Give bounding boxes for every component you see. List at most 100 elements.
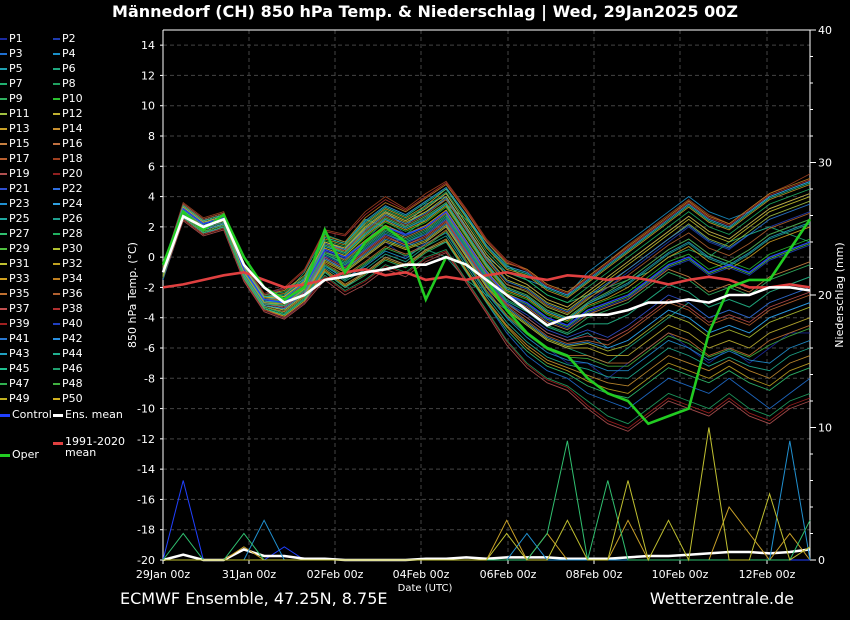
legend-swatch: [53, 248, 60, 250]
y-tick-label: -20: [137, 554, 155, 567]
y-tick-label: -12: [137, 433, 155, 446]
member-lines: [162, 173, 811, 432]
legend-item: P12: [53, 107, 83, 121]
y-axis-label: 850 hPa Temp. (°C): [126, 242, 139, 348]
legend-item: P20: [53, 167, 83, 181]
y-tick-label: 4: [148, 191, 155, 204]
legend-label: 1991-2020 mean: [65, 435, 125, 459]
legend-swatch: [53, 203, 60, 205]
legend-label: P24: [62, 197, 83, 210]
legend-label: P8: [62, 77, 76, 90]
legend-swatch: [0, 158, 7, 160]
y-tick-label: 8: [148, 130, 155, 143]
legend-item: P44: [53, 347, 83, 361]
legend-swatch: [53, 68, 60, 70]
legend-label: P12: [62, 107, 83, 120]
member-line-p19: [162, 220, 811, 432]
legend-label: P22: [62, 182, 83, 195]
legend-label: P27: [9, 227, 30, 240]
legend-label: P50: [62, 392, 83, 405]
legend-label: P40: [62, 317, 83, 330]
member-line-p35: [162, 215, 811, 364]
legend-swatch: [0, 278, 7, 280]
legend-label: P34: [62, 272, 83, 285]
legend-label: P32: [62, 257, 83, 270]
series-line-ens-mean: [161, 214, 811, 327]
legend-item: P41: [0, 332, 30, 346]
legend-item: Control: [0, 408, 52, 422]
y-tick-label: -16: [137, 493, 155, 506]
y2-tick-label: 20: [818, 289, 832, 302]
precipitation-lines: [162, 427, 811, 562]
legend-item: P25: [0, 212, 30, 226]
legend-swatch: [0, 98, 7, 100]
legend-item: P1: [0, 32, 23, 46]
member-line-p42: [162, 213, 811, 349]
legend-swatch: [53, 398, 60, 400]
legend-label: P2: [62, 32, 76, 45]
member-line-p48: [162, 215, 811, 367]
member-line-p43: [162, 203, 811, 320]
legend-swatch: [53, 263, 60, 265]
member-line-p14: [162, 218, 811, 387]
legend-item: P18: [53, 152, 83, 166]
legend-swatch: [0, 203, 7, 205]
legend-label: P47: [9, 377, 30, 390]
series-line-control: [162, 207, 811, 326]
legend-swatch: [53, 323, 60, 325]
legend-item: P17: [0, 152, 30, 166]
y-tick-label: 12: [141, 69, 155, 82]
legend-label: P36: [62, 287, 83, 300]
legend-label: P21: [9, 182, 30, 195]
legend-label: P48: [62, 377, 83, 390]
legend-swatch: [53, 353, 60, 355]
legend-label: P17: [9, 152, 30, 165]
legend-item: P22: [53, 182, 83, 196]
x-axis-label: Date (UTC): [397, 583, 453, 594]
legend-item: P31: [0, 257, 30, 271]
legend-item: P47: [0, 377, 30, 391]
y-tick-label: 14: [141, 39, 155, 52]
legend-item: P38: [53, 302, 83, 316]
legend-label: P35: [9, 287, 30, 300]
legend-swatch: [53, 278, 60, 280]
legend-item: P21: [0, 182, 30, 196]
legend-swatch: [53, 308, 60, 310]
legend-swatch: [0, 248, 7, 250]
legend-item: P42: [53, 332, 83, 346]
legend-label: P11: [9, 107, 30, 120]
x-tick-label: 06Feb 00z: [480, 568, 537, 581]
member-line-p39: [162, 218, 811, 429]
legend-swatch: [0, 218, 7, 220]
legend-label: P16: [62, 137, 83, 150]
legend-swatch: [53, 38, 60, 40]
precip-line-p12: [162, 440, 811, 561]
legend-swatch: [53, 128, 60, 130]
legend-swatch: [0, 143, 7, 145]
legend-swatch: [53, 293, 60, 295]
legend-swatch: [0, 68, 7, 70]
legend-label: P13: [9, 122, 30, 135]
legend-label: P5: [9, 62, 23, 75]
member-line-p34: [162, 177, 811, 297]
legend-swatch: [0, 188, 7, 190]
legend-label: P30: [62, 242, 83, 255]
member-line-p10: [162, 206, 811, 323]
legend-label: P25: [9, 212, 30, 225]
member-line-p30: [162, 213, 811, 352]
legend-swatch: [0, 353, 7, 355]
legend-item: Oper: [0, 448, 39, 462]
series-line-1991-2020-mean: [162, 267, 811, 289]
legend-item: P9: [0, 92, 23, 106]
y2-axis-label: Niederschlag (mm): [833, 242, 846, 347]
tick-labels: 14121086420-2-4-6-8-10-12-14-16-18-20403…: [136, 24, 832, 581]
y-tick-label: -10: [137, 403, 155, 416]
legend-swatch: [0, 383, 7, 385]
legend-label: P45: [9, 362, 30, 375]
y-tick-label: -4: [144, 312, 155, 325]
legend-item: P23: [0, 197, 30, 211]
y-tick-label: 0: [148, 251, 155, 264]
footer-site[interactable]: Wetterzentrale.de: [649, 589, 794, 608]
legend-label: P19: [9, 167, 30, 180]
legend-swatch: [0, 173, 7, 175]
